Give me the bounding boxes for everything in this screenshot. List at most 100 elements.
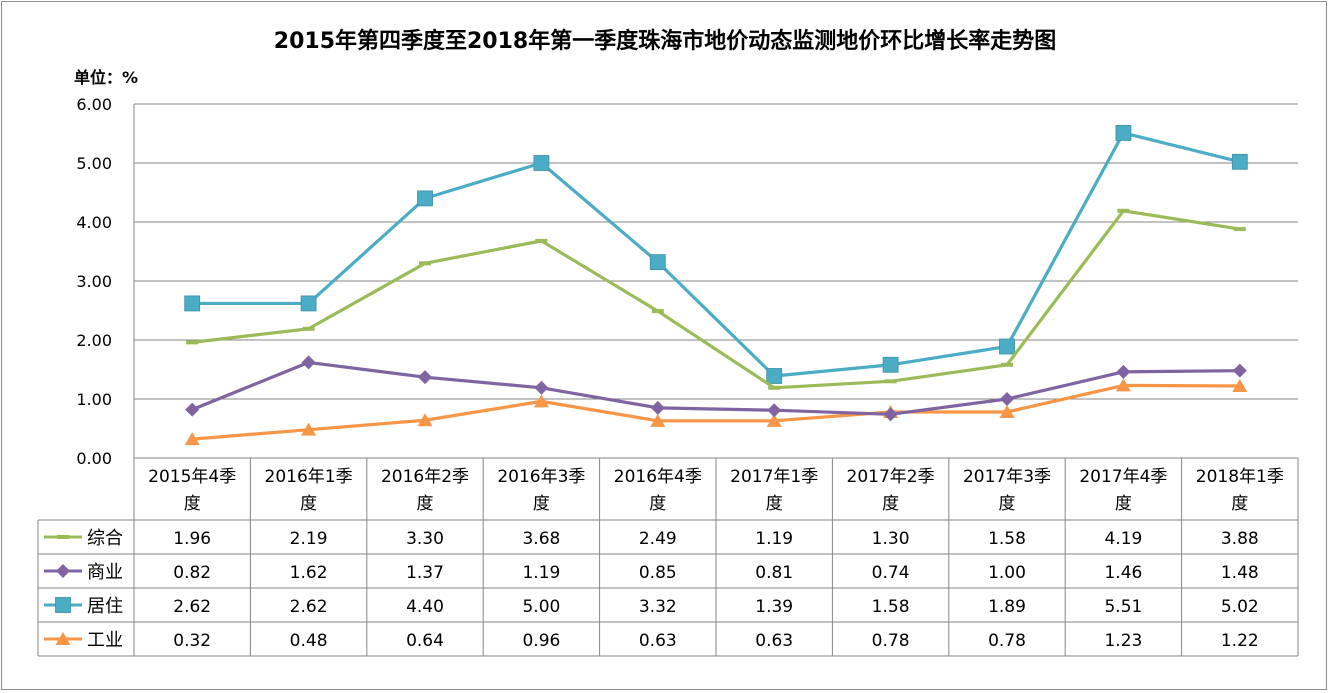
category-label: 2017年3季 bbox=[963, 467, 1051, 487]
table-cell-value: 0.63 bbox=[755, 631, 793, 651]
category-label: 度 bbox=[999, 494, 1016, 514]
table-cell-value: 1.46 bbox=[1104, 563, 1142, 583]
table-cell-value: 5.02 bbox=[1221, 597, 1259, 617]
series-line bbox=[192, 383, 1240, 441]
table-cell-value: 0.74 bbox=[872, 563, 910, 583]
series-lines bbox=[184, 125, 1248, 446]
category-label: 2016年3季 bbox=[497, 467, 585, 487]
table-cell-value: 4.40 bbox=[406, 597, 444, 617]
data-point bbox=[534, 380, 549, 395]
category-label: 度 bbox=[533, 494, 550, 514]
category-label: 度 bbox=[882, 494, 899, 514]
data-point bbox=[651, 309, 664, 314]
data-point bbox=[1231, 153, 1248, 170]
data-point bbox=[883, 407, 898, 422]
table-cell-value: 0.78 bbox=[988, 631, 1026, 651]
table-cell-value: 2.19 bbox=[290, 529, 328, 549]
table-cell-value: 3.30 bbox=[406, 529, 444, 549]
table-cell-value: 1.39 bbox=[755, 597, 793, 617]
table-cell-value: 3.32 bbox=[639, 597, 677, 617]
table-cell-value: 0.81 bbox=[755, 563, 793, 583]
table-cell-value: 1.23 bbox=[1104, 631, 1142, 651]
series-name: 工业 bbox=[87, 630, 123, 651]
data-point bbox=[417, 190, 433, 207]
data-point bbox=[999, 404, 1015, 418]
table-cell-value: 1.89 bbox=[988, 597, 1026, 617]
category-label: 度 bbox=[1231, 494, 1248, 514]
table-cell-value: 3.88 bbox=[1221, 529, 1259, 549]
category-label: 度 bbox=[766, 494, 783, 514]
data-point bbox=[1116, 364, 1131, 379]
data-point bbox=[535, 238, 548, 243]
category-label: 2015年4季 bbox=[148, 467, 236, 487]
table-cell-value: 1.48 bbox=[1221, 563, 1259, 583]
y-tick-label: 6.00 bbox=[76, 95, 112, 114]
table-cell-value: 2.62 bbox=[290, 597, 328, 617]
legend-key-marker bbox=[55, 597, 71, 613]
table-cell-value: 1.58 bbox=[872, 597, 910, 617]
series-工业 bbox=[184, 378, 1248, 446]
data-point bbox=[301, 422, 317, 436]
category-label: 2018年1季 bbox=[1196, 467, 1284, 487]
data-point bbox=[882, 356, 899, 373]
table-cell-value: 2.62 bbox=[173, 597, 211, 617]
table-cell-value: 4.19 bbox=[1104, 529, 1142, 549]
data-point bbox=[1000, 392, 1014, 406]
category-label: 2017年1季 bbox=[730, 467, 818, 487]
series-居住 bbox=[184, 125, 1248, 384]
category-label: 2016年2季 bbox=[381, 467, 469, 487]
category-label: 度 bbox=[300, 494, 317, 514]
data-point bbox=[766, 413, 782, 427]
data-point bbox=[649, 254, 666, 271]
legend-key-marker bbox=[55, 632, 71, 645]
data-point bbox=[999, 338, 1015, 355]
unit-label: 单位：% bbox=[74, 68, 138, 87]
data-point bbox=[1233, 227, 1246, 232]
table-cell-value: 1.37 bbox=[406, 563, 444, 583]
data-point bbox=[1115, 378, 1131, 392]
table-cell-value: 2.49 bbox=[639, 529, 677, 549]
series-line bbox=[192, 131, 1241, 378]
y-tick-label: 3.00 bbox=[76, 272, 112, 291]
legend-key-marker bbox=[56, 564, 70, 578]
table-cell-value: 1.19 bbox=[755, 529, 793, 549]
data-point bbox=[533, 155, 550, 171]
table-cell-value: 1.58 bbox=[988, 529, 1026, 549]
data-point bbox=[419, 261, 431, 266]
series-商业 bbox=[185, 355, 1247, 422]
table-cell-value: 0.96 bbox=[522, 631, 560, 651]
y-tick-label: 1.00 bbox=[76, 390, 112, 409]
data-point bbox=[766, 368, 783, 384]
data-point bbox=[301, 355, 316, 370]
series-name: 居住 bbox=[87, 596, 123, 617]
table-cell-value: 1.00 bbox=[988, 563, 1026, 583]
y-tick-label: 0.00 bbox=[76, 449, 112, 468]
data-point bbox=[185, 402, 200, 417]
table-cell-value: 3.68 bbox=[522, 529, 560, 549]
data-point bbox=[1232, 363, 1247, 378]
data-point bbox=[767, 403, 782, 418]
series-line bbox=[191, 360, 1240, 416]
table-cell-value: 5.00 bbox=[522, 597, 560, 617]
series-综合 bbox=[186, 208, 1246, 390]
data-point bbox=[1001, 362, 1013, 367]
data-point bbox=[417, 413, 433, 427]
y-tick-label: 2.00 bbox=[76, 331, 112, 350]
table-cell-value: 5.51 bbox=[1104, 597, 1142, 617]
category-label: 度 bbox=[417, 494, 434, 514]
table-cell-value: 1.22 bbox=[1221, 631, 1259, 651]
data-point bbox=[418, 370, 432, 385]
category-label: 度 bbox=[649, 494, 666, 514]
table-cell-value: 0.63 bbox=[639, 631, 677, 651]
gridlines bbox=[133, 103, 1298, 458]
category-label: 2017年2季 bbox=[847, 467, 935, 487]
series-name: 商业 bbox=[87, 562, 123, 583]
chart-title: 2015年第四季度至2018年第一季度珠海市地价动态监测地价环比增长率走势图 bbox=[274, 28, 1056, 54]
data-point bbox=[1232, 379, 1248, 393]
data-point bbox=[184, 432, 200, 446]
table-cell-value: 0.48 bbox=[290, 631, 328, 651]
data-point bbox=[650, 413, 666, 427]
table-cell-value: 1.19 bbox=[522, 563, 560, 583]
